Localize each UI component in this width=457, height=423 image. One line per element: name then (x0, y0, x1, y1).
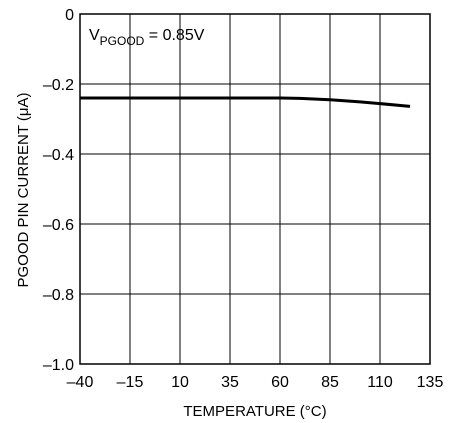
y-axis-label: PGOOD PIN CURRENT (μA) (15, 92, 32, 287)
x-tick-label: 110 (367, 374, 393, 391)
x-tick-label: –40 (67, 374, 94, 391)
x-tick-label: –15 (117, 374, 144, 391)
grid (79, 13, 431, 365)
x-tick-label: 35 (221, 374, 239, 391)
y-tick-label: –0.6 (43, 217, 74, 234)
y-tick-label: –0.8 (43, 287, 74, 304)
series-line (80, 96, 411, 108)
y-tick-label: –0.4 (43, 147, 74, 164)
x-tick-label: 60 (271, 374, 289, 391)
y-tick-label: 0 (65, 7, 74, 24)
x-tick-label: 10 (171, 374, 189, 391)
x-axis-label: TEMPERATURE (°C) (183, 403, 326, 420)
y-tick-label: –0.2 (43, 77, 74, 94)
x-tick-label: 135 (417, 374, 444, 391)
plot-frame (79, 13, 431, 365)
y-tick-label: –1.0 (43, 357, 74, 374)
y-tick-labels: 0 –0.2 –0.4 –0.6 –0.8 –1.0 (43, 7, 74, 374)
x-tick-labels: –40 –15 10 35 60 85 110 135 (67, 374, 444, 391)
annotation: VPGOOD = 0.85V (89, 27, 205, 48)
x-tick-label: 85 (321, 374, 339, 391)
